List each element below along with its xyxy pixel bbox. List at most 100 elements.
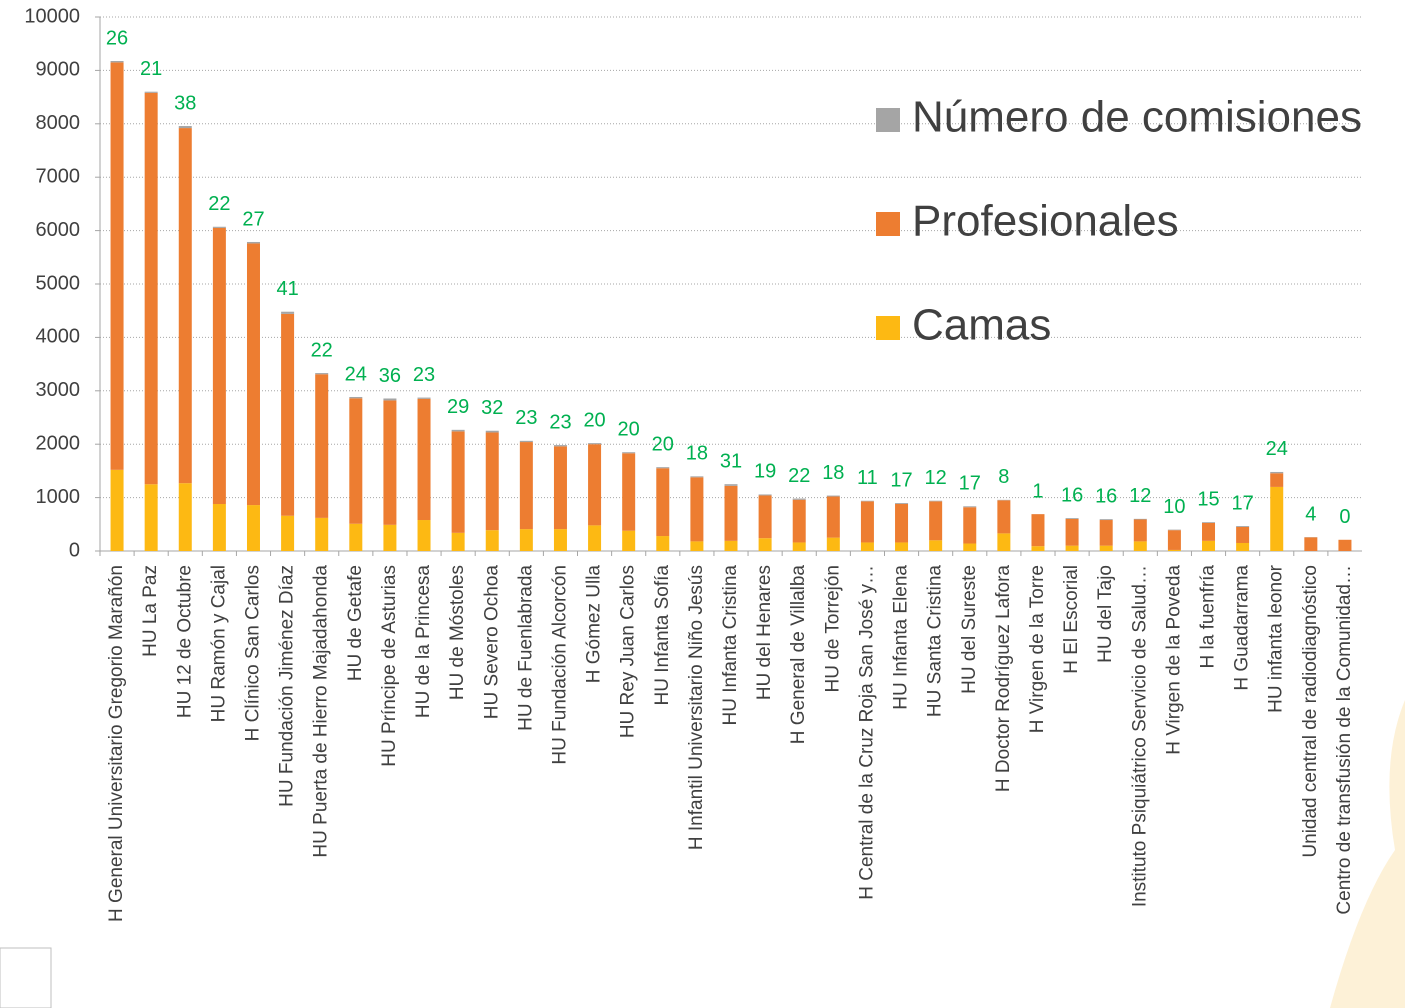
data-label: 8 bbox=[998, 466, 1009, 488]
data-label: 23 bbox=[549, 411, 571, 433]
bar-segment bbox=[349, 523, 363, 551]
bar-segment bbox=[178, 126, 192, 129]
x-tick-label: HU Príncipe de Asturias bbox=[379, 565, 400, 767]
data-label: 0 bbox=[1339, 506, 1350, 528]
data-label: 16 bbox=[1095, 485, 1117, 507]
bar-segment bbox=[451, 532, 465, 551]
y-tick-label: 7000 bbox=[36, 165, 81, 187]
x-tick-label: H Virgen de la Poveda bbox=[1163, 565, 1184, 755]
bar-segment bbox=[485, 530, 499, 551]
bar-segment bbox=[212, 504, 226, 551]
data-label: 23 bbox=[515, 407, 537, 429]
bar-segment bbox=[963, 506, 977, 508]
x-tick-label: H Gómez Ulla bbox=[584, 565, 605, 684]
frame-corner bbox=[0, 947, 52, 1008]
y-tick-label: 1000 bbox=[36, 486, 81, 508]
data-label: 41 bbox=[276, 278, 298, 300]
bar-segment bbox=[349, 398, 363, 524]
bar-segment bbox=[1270, 473, 1284, 487]
x-tick-label: Unidad central de radiodiagnóstico bbox=[1300, 565, 1321, 858]
bar-segment bbox=[826, 496, 840, 538]
bar-segment bbox=[1133, 518, 1147, 520]
bar-segment bbox=[929, 500, 943, 502]
bar-segment bbox=[553, 445, 567, 447]
x-tick-label: H General de Villalba bbox=[788, 565, 809, 745]
bar-segment bbox=[963, 507, 977, 544]
x-tick-label: H la fuenfría bbox=[1198, 565, 1219, 669]
bar-segment bbox=[417, 520, 431, 551]
x-tick-label: HU Severo Ochoa bbox=[481, 565, 502, 720]
data-label: 4 bbox=[1305, 503, 1316, 525]
x-tick-label: HU del Henares bbox=[754, 565, 775, 700]
bar-segment bbox=[724, 485, 738, 541]
bar-segment bbox=[1202, 522, 1216, 523]
x-tick-label: H Clínico San Carlos bbox=[243, 565, 264, 741]
data-label: 12 bbox=[1129, 485, 1151, 507]
bar-segment bbox=[1304, 537, 1318, 551]
bar-segment bbox=[281, 311, 295, 314]
bar-segment bbox=[1236, 542, 1250, 551]
bar-segment bbox=[383, 524, 397, 551]
bar-segment bbox=[1167, 529, 1181, 531]
x-tick-label: HU de Móstoles bbox=[447, 565, 468, 700]
bar-segment bbox=[724, 540, 738, 551]
data-label: 22 bbox=[208, 193, 230, 215]
data-label: 32 bbox=[481, 397, 503, 419]
x-tick-label: H Central de la Cruz Roja San José y… bbox=[856, 565, 877, 900]
x-tick-label: HU del Tajo bbox=[1095, 565, 1116, 663]
data-label: 12 bbox=[925, 467, 947, 489]
bar-segment bbox=[758, 538, 772, 551]
bar-segment bbox=[383, 400, 397, 525]
bar-segment bbox=[349, 396, 363, 399]
x-tick-label: HU de Getafe bbox=[345, 565, 366, 681]
x-tick-label: HU Rey Juan Carlos bbox=[618, 565, 639, 738]
bar-segment bbox=[315, 517, 329, 551]
bar-segment bbox=[519, 442, 533, 530]
bar-segment bbox=[144, 484, 158, 551]
data-label: 15 bbox=[1197, 488, 1219, 510]
bar-segment bbox=[417, 397, 431, 399]
x-tick-label: H Infantil Universitario Niño Jesús bbox=[686, 565, 707, 850]
legend-swatch bbox=[876, 212, 900, 236]
x-tick-label: H General Universitario Gregorio Marañón bbox=[106, 565, 127, 922]
data-label: 29 bbox=[447, 396, 469, 418]
x-tick-label: HU Infanta Sofía bbox=[652, 565, 673, 706]
bar-segment bbox=[1236, 526, 1250, 543]
data-label: 19 bbox=[754, 461, 776, 483]
bar-segment bbox=[622, 453, 636, 531]
data-label: 17 bbox=[890, 469, 912, 491]
legend-label: Camas bbox=[912, 301, 1051, 350]
data-label: 20 bbox=[583, 409, 605, 431]
bar-segment bbox=[519, 440, 533, 443]
y-tick-label: 2000 bbox=[36, 432, 81, 454]
data-label: 24 bbox=[1266, 438, 1288, 460]
x-tick-label: HU 12 de Octubre bbox=[174, 565, 195, 718]
y-tick-label: 9000 bbox=[36, 59, 81, 81]
x-tick-label: Instituto Psiquiátrico Servicio de Salud… bbox=[1129, 565, 1150, 907]
bar-segment bbox=[929, 501, 943, 541]
bar-segment bbox=[656, 468, 670, 537]
bar-segment bbox=[724, 484, 738, 486]
bar-segment bbox=[826, 495, 840, 497]
bar-segment bbox=[1065, 545, 1079, 551]
bar-segment bbox=[1065, 518, 1079, 519]
data-label: 23 bbox=[413, 364, 435, 386]
data-label: 18 bbox=[686, 443, 708, 465]
y-tick-label: 3000 bbox=[36, 379, 81, 401]
y-tick-label: 8000 bbox=[36, 112, 81, 134]
bar-segment bbox=[1065, 518, 1079, 546]
legend-swatch bbox=[876, 316, 900, 340]
bar-segment bbox=[553, 529, 567, 551]
bar-segment bbox=[144, 91, 158, 93]
x-tick-label: HU Infanta Cristina bbox=[720, 565, 741, 726]
x-tick-label: Centro de transfusión de la Comunidad… bbox=[1334, 565, 1355, 915]
y-tick-label: 0 bbox=[69, 539, 80, 561]
bar-segment bbox=[1031, 546, 1045, 551]
bar-segment bbox=[588, 525, 602, 551]
data-label: 10 bbox=[1163, 496, 1185, 518]
data-label: 20 bbox=[618, 418, 640, 440]
bar-segment bbox=[451, 431, 465, 533]
legend-label: Profesionales bbox=[912, 197, 1179, 246]
bar-segment bbox=[246, 505, 260, 551]
bar-segment bbox=[519, 529, 533, 551]
